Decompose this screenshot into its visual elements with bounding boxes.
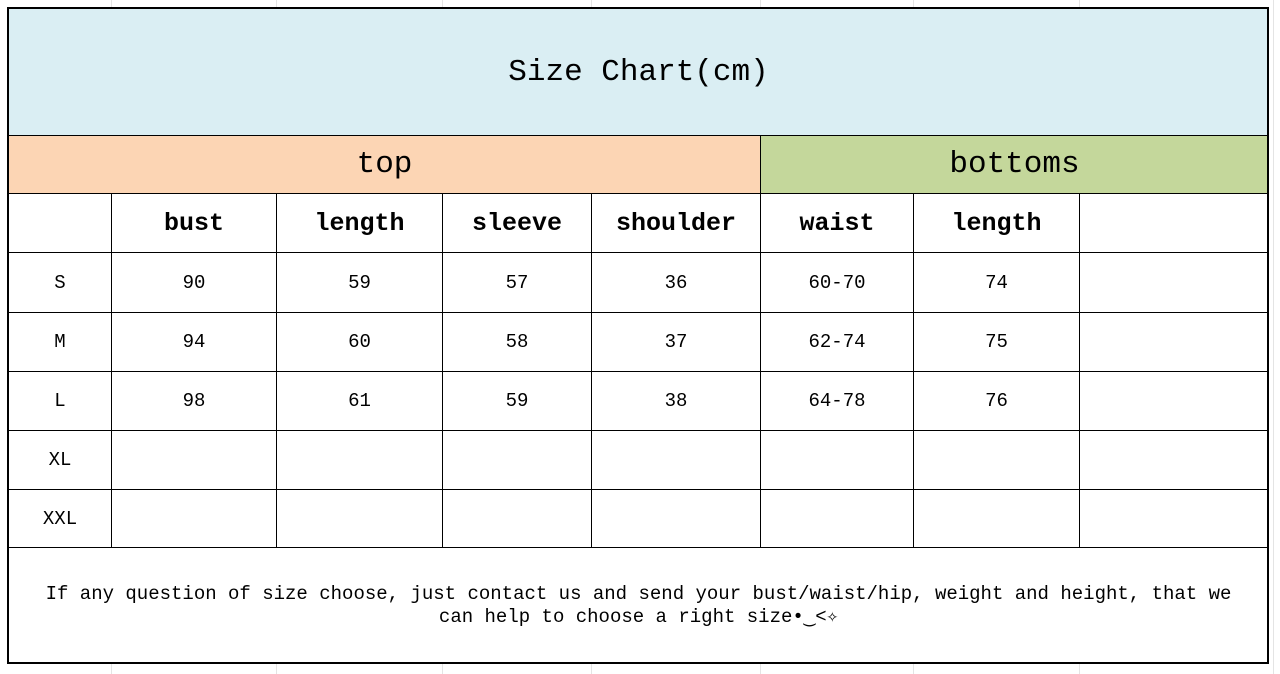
value-cell: 60-70: [760, 252, 914, 313]
title: Size Chart(cm): [8, 8, 1269, 136]
value-cell: [760, 430, 914, 490]
value-cell: [591, 489, 761, 548]
value-cell: 90: [111, 252, 277, 313]
value-cell: 59: [276, 252, 443, 313]
value-cell: [1079, 489, 1269, 548]
size-cell: XXL: [8, 489, 112, 548]
size-cell: XL: [8, 430, 112, 490]
sheet-grid: [1273, 0, 1274, 674]
value-cell: 74: [913, 252, 1080, 313]
value-cell: [442, 489, 592, 548]
header-cell: shoulder: [591, 193, 761, 253]
group-bottoms: bottoms: [760, 135, 1269, 194]
size-cell: S: [8, 252, 112, 313]
header-cell: sleeve: [442, 193, 592, 253]
value-cell: [591, 430, 761, 490]
group-top: top: [8, 135, 761, 194]
value-cell: [760, 489, 914, 548]
value-cell: 57: [442, 252, 592, 313]
header-cell: [8, 193, 112, 253]
header-cell: [1079, 193, 1269, 253]
header-cell: bust: [111, 193, 277, 253]
value-cell: 37: [591, 312, 761, 372]
value-cell: 98: [111, 371, 277, 431]
header-cell: length: [276, 193, 443, 253]
value-cell: 61: [276, 371, 443, 431]
value-cell: [913, 430, 1080, 490]
footer-note: If any question of size choose, just con…: [8, 547, 1269, 664]
value-cell: 59: [442, 371, 592, 431]
value-cell: [276, 430, 443, 490]
value-cell: 58: [442, 312, 592, 372]
value-cell: 94: [111, 312, 277, 372]
value-cell: [111, 489, 277, 548]
value-cell: [1079, 252, 1269, 313]
value-cell: [1079, 371, 1269, 431]
value-cell: [1079, 312, 1269, 372]
size-cell: M: [8, 312, 112, 372]
size-cell: L: [8, 371, 112, 431]
value-cell: [913, 489, 1080, 548]
value-cell: [1079, 430, 1269, 490]
value-cell: 62-74: [760, 312, 914, 372]
value-cell: 38: [591, 371, 761, 431]
header-cell: waist: [760, 193, 914, 253]
value-cell: [111, 430, 277, 490]
value-cell: 60: [276, 312, 443, 372]
value-cell: 36: [591, 252, 761, 313]
value-cell: [276, 489, 443, 548]
header-cell: length: [913, 193, 1080, 253]
value-cell: [442, 430, 592, 490]
value-cell: 76: [913, 371, 1080, 431]
value-cell: 75: [913, 312, 1080, 372]
value-cell: 64-78: [760, 371, 914, 431]
